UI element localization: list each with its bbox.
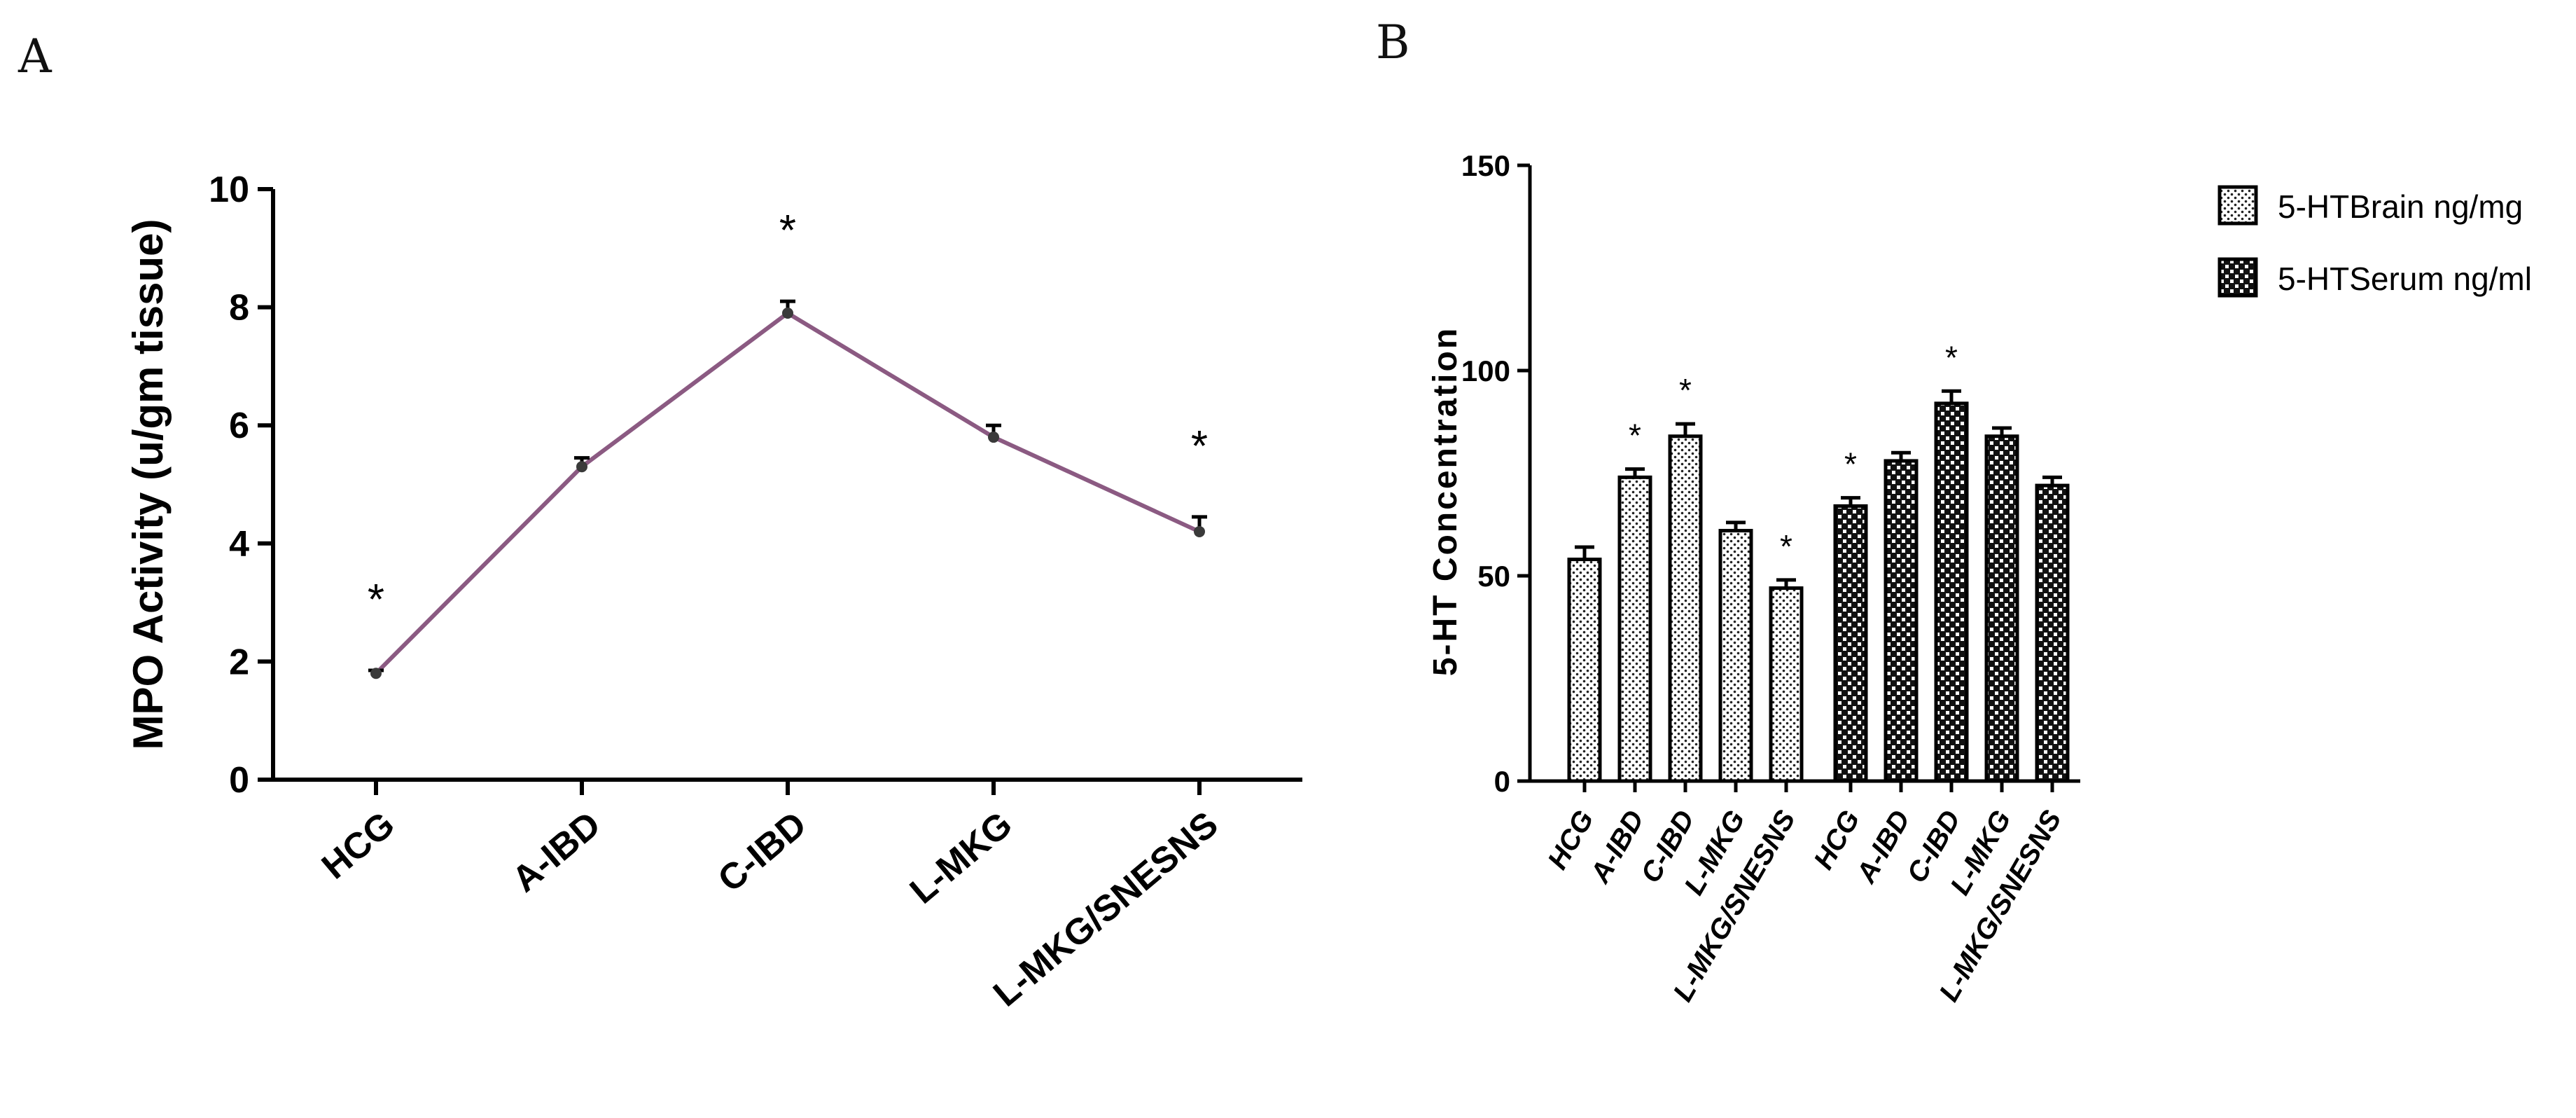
legend-label: 5-HTBrain ng/mg <box>2278 188 2523 225</box>
significance-marker: * <box>1844 446 1857 483</box>
data-point <box>1194 525 1205 537</box>
panel-label-a: A <box>18 29 52 83</box>
x-tick-label: L-MKG/SNESNS <box>986 804 1226 1015</box>
y-axis-title: MPO Activity (u/gm tissue) <box>125 219 172 750</box>
data-point <box>782 308 793 319</box>
y-tick-label: 100 <box>1461 354 1510 387</box>
x-tick-label: L-MKG <box>903 804 1020 912</box>
panel-label-b: B <box>1376 15 1410 69</box>
bar <box>1984 434 2019 783</box>
bar <box>1884 459 1919 783</box>
bar <box>1617 475 1652 783</box>
bar <box>1718 529 1753 783</box>
y-tick-label: 50 <box>1477 560 1510 593</box>
legend-label: 5-HTSerum ng/ml <box>2278 261 2532 297</box>
bar <box>1934 401 1969 783</box>
y-tick-label: 8 <box>229 288 249 329</box>
legend-swatch <box>2218 185 2258 226</box>
significance-marker: * <box>1679 372 1692 408</box>
y-tick-label: 2 <box>229 642 249 682</box>
y-tick-label: 150 <box>1461 149 1510 182</box>
y-tick-label: 4 <box>229 524 249 565</box>
y-tick-label: 0 <box>229 760 249 801</box>
bar <box>2035 483 2070 783</box>
x-tick-label: HCG <box>314 804 403 888</box>
significance-marker: * <box>1629 417 1641 454</box>
significance-marker: * <box>368 576 384 624</box>
data-point <box>988 432 999 443</box>
significance-marker: * <box>1191 422 1208 471</box>
x-tick-label: A-IBD <box>505 804 608 900</box>
data-point <box>576 461 587 473</box>
series-line <box>374 310 1201 675</box>
data-point <box>370 668 382 679</box>
bar <box>1769 586 1804 783</box>
y-tick-label: 6 <box>229 406 249 446</box>
legend-swatch <box>2218 257 2258 298</box>
bar <box>1567 558 1602 783</box>
significance-marker: * <box>779 207 796 255</box>
x-tick-label: C-IBD <box>711 804 814 900</box>
y-axis-title: 5-HT Concentration <box>1427 326 1464 676</box>
significance-marker: * <box>1945 339 1958 375</box>
y-tick-label: 10 <box>209 170 249 210</box>
bar <box>1833 504 1868 783</box>
y-tick-label: 0 <box>1494 765 1510 798</box>
significance-marker: * <box>1780 528 1792 565</box>
bar <box>1668 434 1703 783</box>
